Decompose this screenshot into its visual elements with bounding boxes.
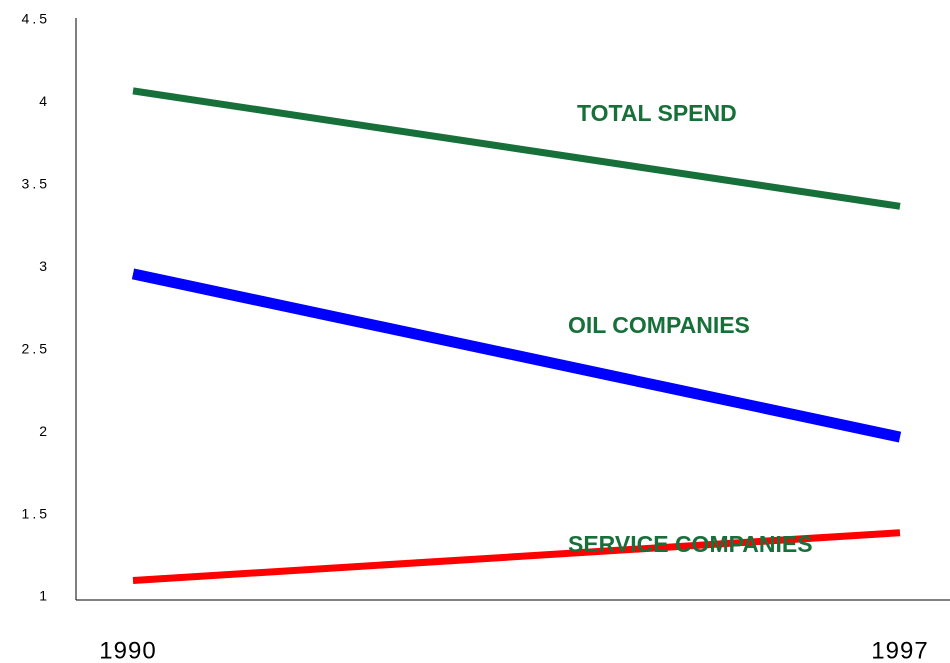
y-tick-label: 2.5 bbox=[22, 340, 50, 356]
y-tick-label: 1.5 bbox=[22, 505, 50, 521]
series-line bbox=[132, 87, 901, 210]
y-tick-label: 4 bbox=[39, 93, 50, 109]
y-tick-label: 2 bbox=[39, 423, 50, 439]
series-label: TOTAL SPEND bbox=[577, 100, 737, 126]
y-tick-label: 3.5 bbox=[22, 176, 50, 192]
y-tick-label: 1 bbox=[39, 588, 50, 604]
x-tick-label: 1990 bbox=[99, 637, 156, 663]
series-label: SERVICE COMPANIES bbox=[568, 531, 813, 557]
y-tick-label: 4.5 bbox=[22, 11, 50, 27]
series-line bbox=[132, 529, 901, 585]
y-tick-label: 3 bbox=[39, 258, 50, 274]
series-line bbox=[131, 268, 902, 443]
series-label: OIL COMPANIES bbox=[568, 312, 750, 338]
x-tick-label: 1997 bbox=[871, 637, 928, 663]
